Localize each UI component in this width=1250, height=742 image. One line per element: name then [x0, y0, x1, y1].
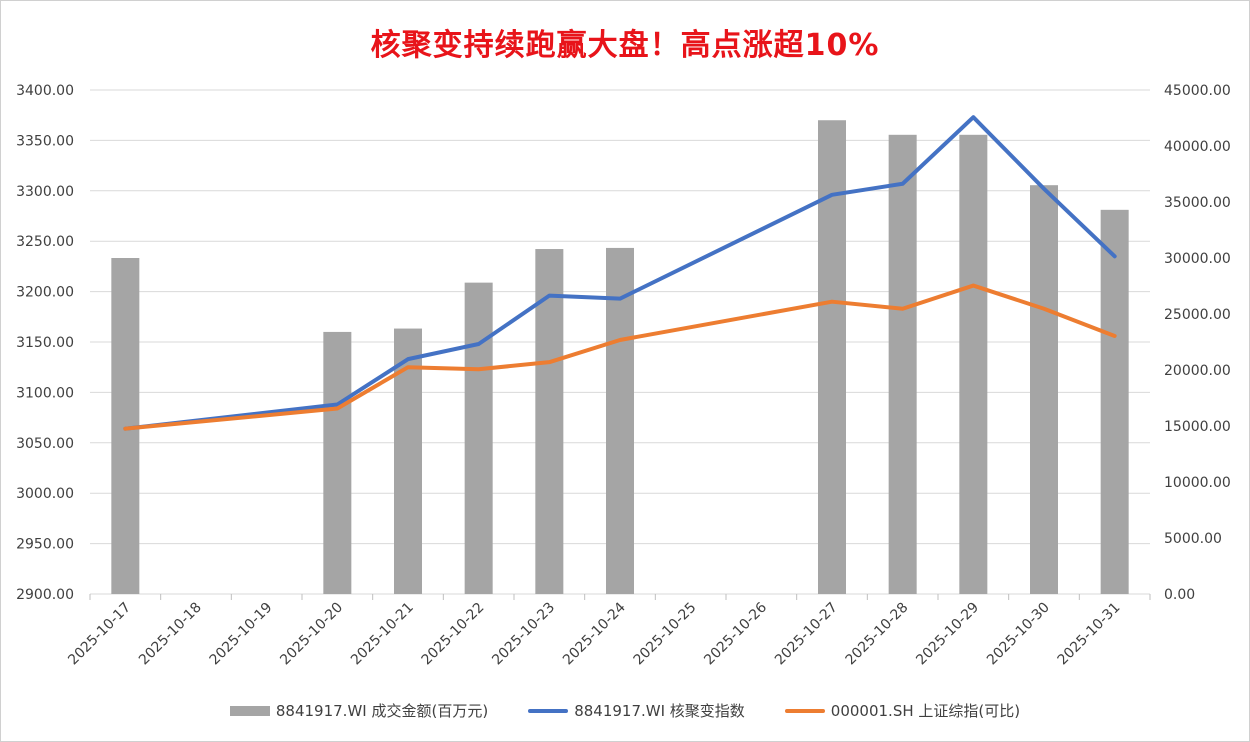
x-axis-tick-label: 2025-10-19 [207, 600, 276, 669]
legend-label-volume: 8841917.WI 成交金额(百万元) [275, 702, 489, 720]
left-axis-tick-label: 3250.00 [16, 234, 74, 250]
x-axis-tick-label: 2025-10-25 [631, 600, 700, 669]
bar [464, 282, 493, 594]
right-axis-tick-label: 5000.00 [1164, 531, 1222, 547]
bar [606, 247, 634, 595]
bar [1030, 185, 1058, 594]
legend-swatch-fusion-index [528, 708, 569, 713]
left-axis-tick-label: 3050.00 [16, 436, 74, 452]
x-axis-tick-label: 2025-10-23 [489, 600, 558, 669]
left-axis-tick-label: 2900.00 [16, 587, 74, 603]
chart-title: 核聚变持续跑赢大盘！高点涨超10% [370, 28, 880, 63]
chart-plot: 2900.00 2950.00 3000.00 3050.00 3100.00 3150.… [16, 83, 1231, 669]
x-axis-tick-label: 2025-10-24 [560, 599, 629, 668]
bar [888, 134, 917, 595]
chart-legend: 8841917.WI 成交金额(百万元) 8841917.WI 核聚变指数 00… [0, 700, 1250, 721]
x-axis-tick-label: 2025-10-31 [1055, 600, 1124, 669]
left-axis-tick-label: 3150.00 [16, 335, 74, 351]
left-axis-tick-label: 3400.00 [16, 83, 74, 99]
x-axis-tick-label: 2025-10-22 [419, 600, 488, 669]
left-axis-tick-label: 3350.00 [16, 133, 74, 149]
bar [959, 134, 988, 595]
left-axis-tick-label: 3100.00 [16, 385, 74, 401]
right-axis-tick-label: 40000.00 [1164, 139, 1231, 155]
bar [323, 331, 352, 594]
right-axis-tick-label: 25000.00 [1164, 307, 1231, 323]
legend-label-fusion-index: 8841917.WI 核聚变指数 [574, 702, 745, 720]
bar [535, 249, 564, 595]
right-axis-tick-label: 20000.00 [1164, 363, 1231, 379]
legend-item-volume: 8841917.WI 成交金额(百万元) [229, 700, 489, 721]
right-axis-tick-label: 15000.00 [1164, 419, 1231, 435]
right-axis-tick-label: 35000.00 [1164, 195, 1231, 211]
legend-swatch-sse-composite [784, 708, 825, 713]
left-axis-tick-label: 3200.00 [16, 285, 74, 301]
bar [1100, 209, 1129, 594]
right-axis-tick-label: 0.00 [1164, 587, 1195, 603]
right-axis-tick-label: 45000.00 [1164, 83, 1231, 99]
legend-swatch-volume [229, 705, 270, 716]
left-axis-tick-label: 3000.00 [16, 486, 74, 502]
left-axis-tick-label: 3300.00 [16, 184, 74, 200]
x-axis-tick-label: 2025-10-29 [913, 600, 982, 669]
left-axis-tick-label: 2950.00 [16, 537, 74, 553]
x-axis-tick-label: 2025-10-17 [65, 600, 134, 669]
x-axis-tick-label: 2025-10-27 [772, 600, 841, 669]
x-axis-tick-label: 2025-10-21 [348, 600, 417, 669]
x-axis-tick-label: 2025-10-26 [701, 599, 770, 668]
right-axis-tick-label: 30000.00 [1164, 251, 1231, 267]
legend-item-fusion-index: 8841917.WI 核聚变指数 [528, 700, 745, 721]
x-axis-tick-label: 2025-10-20 [277, 600, 346, 669]
x-axis-tick-label: 2025-10-18 [136, 600, 205, 669]
fusion-index-line [123, 115, 1117, 431]
right-axis-tick-label: 10000.00 [1164, 475, 1231, 491]
x-axis-tick-label: 2025-10-28 [843, 600, 912, 669]
legend-item-sse-composite: 000001.SH 上证综指(可比) [784, 700, 1021, 721]
legend-label-sse-composite: 000001.SH 上证综指(可比) [830, 702, 1021, 720]
x-axis-tick-label: 2025-10-30 [984, 600, 1053, 669]
sse-composite-line [123, 283, 1117, 431]
